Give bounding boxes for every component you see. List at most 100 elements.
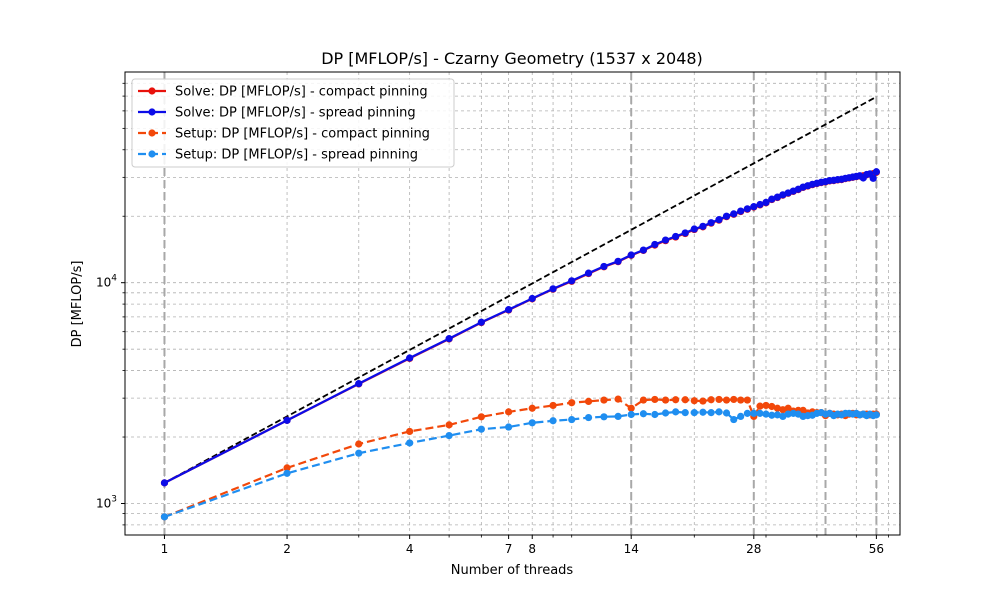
data-point	[762, 198, 770, 207]
data-point	[690, 225, 698, 233]
data-point	[872, 411, 880, 419]
data-point	[477, 425, 485, 433]
data-point	[773, 411, 782, 419]
data-point	[528, 419, 536, 427]
data-point	[737, 396, 745, 404]
data-point	[737, 207, 745, 215]
data-point	[614, 395, 622, 403]
data-point	[600, 413, 608, 421]
data-point	[355, 449, 363, 457]
data-point	[699, 408, 707, 416]
data-point	[672, 408, 680, 416]
series-1	[160, 168, 880, 487]
series-group	[160, 96, 880, 521]
data-point	[283, 416, 291, 424]
legend-label: Setup: DP [MFLOP/s] - spread pinning	[175, 148, 418, 163]
data-point	[639, 396, 648, 404]
data-point	[722, 409, 731, 417]
data-point	[406, 427, 414, 436]
data-point	[715, 216, 723, 224]
plot-frame	[124, 71, 901, 536]
data-point	[768, 402, 776, 411]
data-point	[661, 409, 670, 417]
data-point	[681, 229, 689, 237]
x-tick-label: 56	[869, 542, 884, 556]
data-point	[737, 412, 745, 421]
data-point	[283, 469, 291, 477]
data-point	[614, 412, 622, 421]
data-point	[750, 203, 758, 211]
series-0	[160, 168, 880, 487]
data-point	[355, 380, 363, 388]
legend-swatch-marker	[148, 150, 156, 158]
x-axis-label: Number of threads	[451, 563, 574, 578]
data-point	[768, 195, 776, 203]
x-tick-label: 7	[505, 542, 513, 556]
data-point	[445, 421, 453, 429]
data-point	[600, 396, 608, 404]
data-point	[730, 210, 738, 218]
data-point	[756, 200, 764, 209]
data-point	[722, 212, 731, 220]
data-point	[505, 408, 513, 416]
data-point	[549, 417, 557, 425]
data-point	[505, 423, 513, 431]
data-point	[743, 396, 751, 404]
data-point	[584, 397, 593, 406]
x-tick-label: 28	[746, 542, 761, 556]
data-point	[773, 404, 782, 412]
data-point	[549, 401, 557, 410]
data-point	[672, 396, 680, 404]
data-point	[762, 401, 770, 410]
x-axis: 1 2 4 7 8 14 28 56	[161, 535, 889, 556]
x-tick-label: 2	[283, 542, 291, 556]
data-point	[568, 415, 576, 424]
data-point	[756, 409, 764, 417]
data-point	[872, 168, 880, 176]
legend-swatch-marker	[148, 108, 156, 116]
x-tick-label: 14	[624, 542, 639, 556]
data-point	[756, 402, 764, 410]
data-point	[406, 439, 414, 447]
y-tick-label: 104	[96, 274, 117, 290]
data-point	[681, 396, 689, 404]
data-point	[528, 294, 536, 303]
data-point	[707, 219, 715, 227]
data-point	[568, 399, 576, 407]
series-3	[160, 408, 880, 521]
data-point	[477, 318, 485, 326]
series-line	[164, 171, 878, 484]
y-axis: 103 104	[96, 82, 125, 526]
data-point	[160, 513, 169, 521]
data-point	[661, 396, 670, 404]
data-point	[699, 222, 707, 230]
data-point	[690, 409, 698, 417]
data-point	[762, 410, 770, 418]
data-point	[627, 404, 635, 412]
y-tick-exponent: 3	[111, 494, 117, 504]
data-point	[722, 396, 731, 404]
data-point	[614, 257, 622, 265]
data-point	[651, 395, 659, 404]
data-point	[743, 205, 751, 213]
data-point	[768, 411, 776, 419]
data-point	[160, 479, 169, 487]
data-point	[869, 174, 877, 182]
chart-title: DP [MFLOP/s] - Czarny Geometry (1537 x 2…	[321, 49, 703, 68]
data-point	[730, 395, 738, 404]
data-point	[355, 440, 363, 448]
legend-box	[131, 78, 455, 168]
data-point	[283, 464, 291, 472]
data-point	[699, 397, 707, 405]
data-point	[715, 395, 723, 404]
data-point	[750, 409, 758, 417]
data-point	[707, 396, 715, 404]
legend-label: Solve: DP [MFLOP/s] - compact pinning	[175, 85, 428, 100]
y-axis-label: DP [MFLOP/s]	[70, 261, 85, 348]
legend-label: Solve: DP [MFLOP/s] - spread pinning	[175, 106, 416, 121]
data-point	[568, 277, 576, 285]
legend-swatch-marker	[148, 87, 156, 95]
data-point	[681, 409, 689, 417]
data-point	[600, 262, 608, 271]
